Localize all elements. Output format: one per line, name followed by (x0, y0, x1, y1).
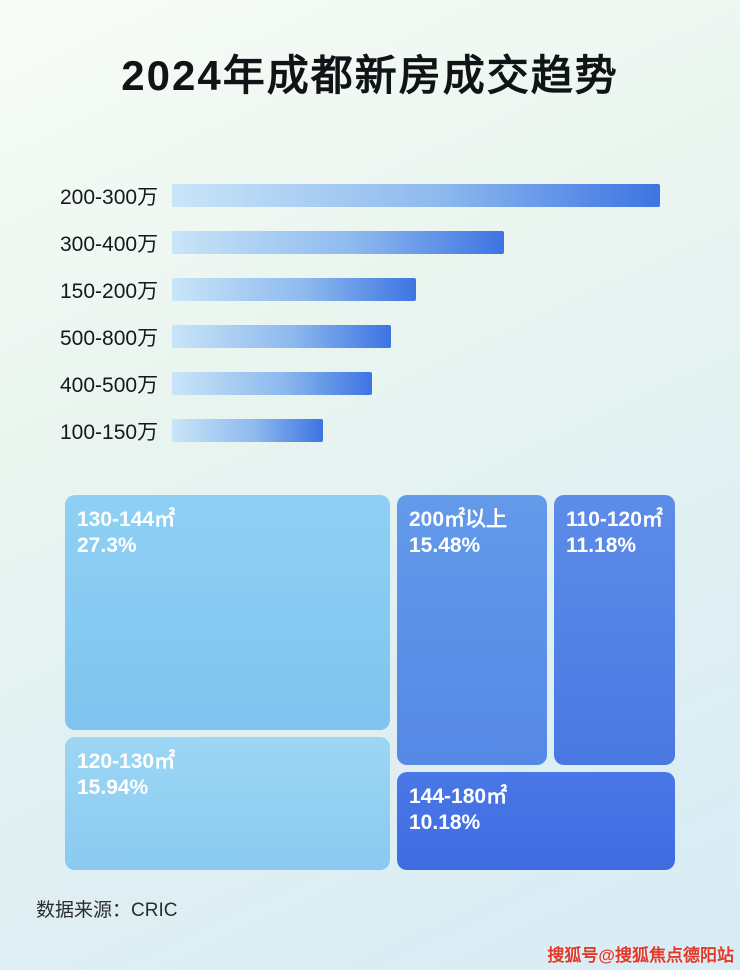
treemap-block-label: 200㎡以上 (409, 508, 508, 531)
treemap-block-value: 15.94% (77, 776, 149, 800)
treemap-block-200-up: 200㎡以上 15.48% (397, 495, 547, 765)
treemap-block-130-144: 130-144㎡ 27.3% (65, 495, 390, 730)
treemap-block-label: 144-180㎡ (409, 785, 508, 808)
bar-row: 300-400万 (60, 219, 680, 266)
treemap-block-value: 15.48% (409, 534, 481, 558)
bar-label: 150-200万 (60, 279, 159, 303)
bar (172, 372, 372, 395)
bar-track (172, 372, 680, 395)
bar (172, 278, 416, 301)
bar (172, 184, 660, 207)
bar-label: 200-300万 (60, 185, 159, 209)
price-range-bar-chart: 200-300万 300-400万 150-200万 500-800万 400-… (60, 172, 680, 454)
bar (172, 419, 324, 442)
page-title: 2024年成都新房成交趋势 (121, 52, 619, 99)
bar (172, 325, 392, 348)
watermark: 搜狐号@搜狐焦点德阳站 (547, 946, 734, 965)
bar-row: 400-500万 (60, 360, 680, 407)
bar (172, 231, 504, 254)
bar-row: 100-150万 (60, 407, 680, 454)
bar-track (172, 184, 680, 207)
bar-track (172, 231, 680, 254)
treemap-block-label: 130-144㎡ (77, 508, 176, 531)
bar-track (172, 278, 680, 301)
treemap-block-110-120: 110-120㎡ 11.18% (554, 495, 675, 765)
treemap-block-120-130: 120-130㎡ 15.94% (65, 737, 390, 870)
area-range-treemap: 130-144㎡ 27.3% 120-130㎡ 15.94% 200㎡以上 15… (65, 495, 675, 870)
bar-track (172, 419, 680, 442)
bar-row: 500-800万 (60, 313, 680, 360)
treemap-block-value: 10.18% (409, 811, 481, 835)
bar-label: 500-800万 (60, 326, 159, 350)
treemap-block-value: 27.3% (77, 534, 137, 558)
data-source-note: 数据来源：CRIC (36, 900, 178, 921)
bar-track (172, 325, 680, 348)
bar-label: 300-400万 (60, 232, 159, 256)
treemap-block-144-180: 144-180㎡ 10.18% (397, 772, 675, 870)
bar-label: 100-150万 (60, 420, 159, 444)
bar-label: 400-500万 (60, 373, 159, 397)
treemap-block-value: 11.18% (566, 534, 637, 558)
treemap-block-label: 110-120㎡ (566, 508, 663, 531)
bar-row: 200-300万 (60, 172, 680, 219)
treemap-block-label: 120-130㎡ (77, 750, 176, 773)
bar-row: 150-200万 (60, 266, 680, 313)
